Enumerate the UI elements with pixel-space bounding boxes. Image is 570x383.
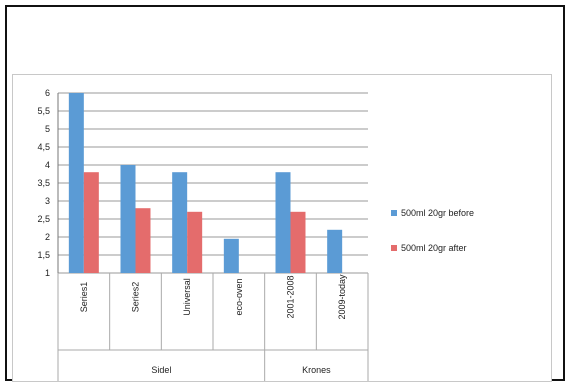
bar-after: [187, 211, 203, 273]
category-label: eco-oven: [234, 278, 244, 315]
y-tick-label: 1: [45, 268, 50, 278]
bar-before: [275, 172, 291, 273]
bar-chart: 1 1,5 2 2,5 3 3,5 4 4,5 5 5,5 6 Series1 Series2 Unive…: [37, 88, 474, 381]
chart-area: 1 1,5 2 2,5 3 3,5 4 4,5 5 5,5 6 Series1 Series2 Unive…: [12, 74, 552, 382]
legend-swatch: [391, 210, 397, 216]
legend-label: 500ml 20gr before: [401, 208, 474, 218]
category-label: 2001-2008: [286, 275, 296, 318]
group-label: Krones: [302, 365, 331, 375]
y-tick-label: 4,5: [37, 142, 50, 152]
category-label: 2009-today: [337, 274, 347, 320]
y-tick-label: 6: [45, 88, 50, 98]
bar-after: [83, 172, 99, 273]
y-tick-label: 5,5: [37, 106, 50, 116]
y-tick-label: 3: [45, 196, 50, 206]
bar-after: [290, 211, 306, 273]
y-tick-label: 2,5: [37, 214, 50, 224]
y-tick-label: 3,5: [37, 178, 50, 188]
bar-before: [327, 229, 343, 273]
bar-after: [135, 208, 151, 273]
legend-swatch: [391, 245, 397, 251]
bar-before: [172, 172, 188, 273]
legend-label: 500ml 20gr after: [401, 243, 467, 253]
category-label: Series2: [131, 282, 141, 313]
category-label: Series1: [79, 282, 89, 313]
y-tick-label: 1,5: [37, 250, 50, 260]
bar-before: [223, 238, 239, 273]
y-tick-label: 5: [45, 124, 50, 134]
y-tick-label: 2: [45, 232, 50, 242]
category-label: Universal: [182, 278, 192, 316]
bar-before: [68, 93, 84, 273]
bar-before: [120, 165, 136, 273]
group-label: Sidel: [151, 365, 171, 375]
y-tick-label: 4: [45, 160, 50, 170]
